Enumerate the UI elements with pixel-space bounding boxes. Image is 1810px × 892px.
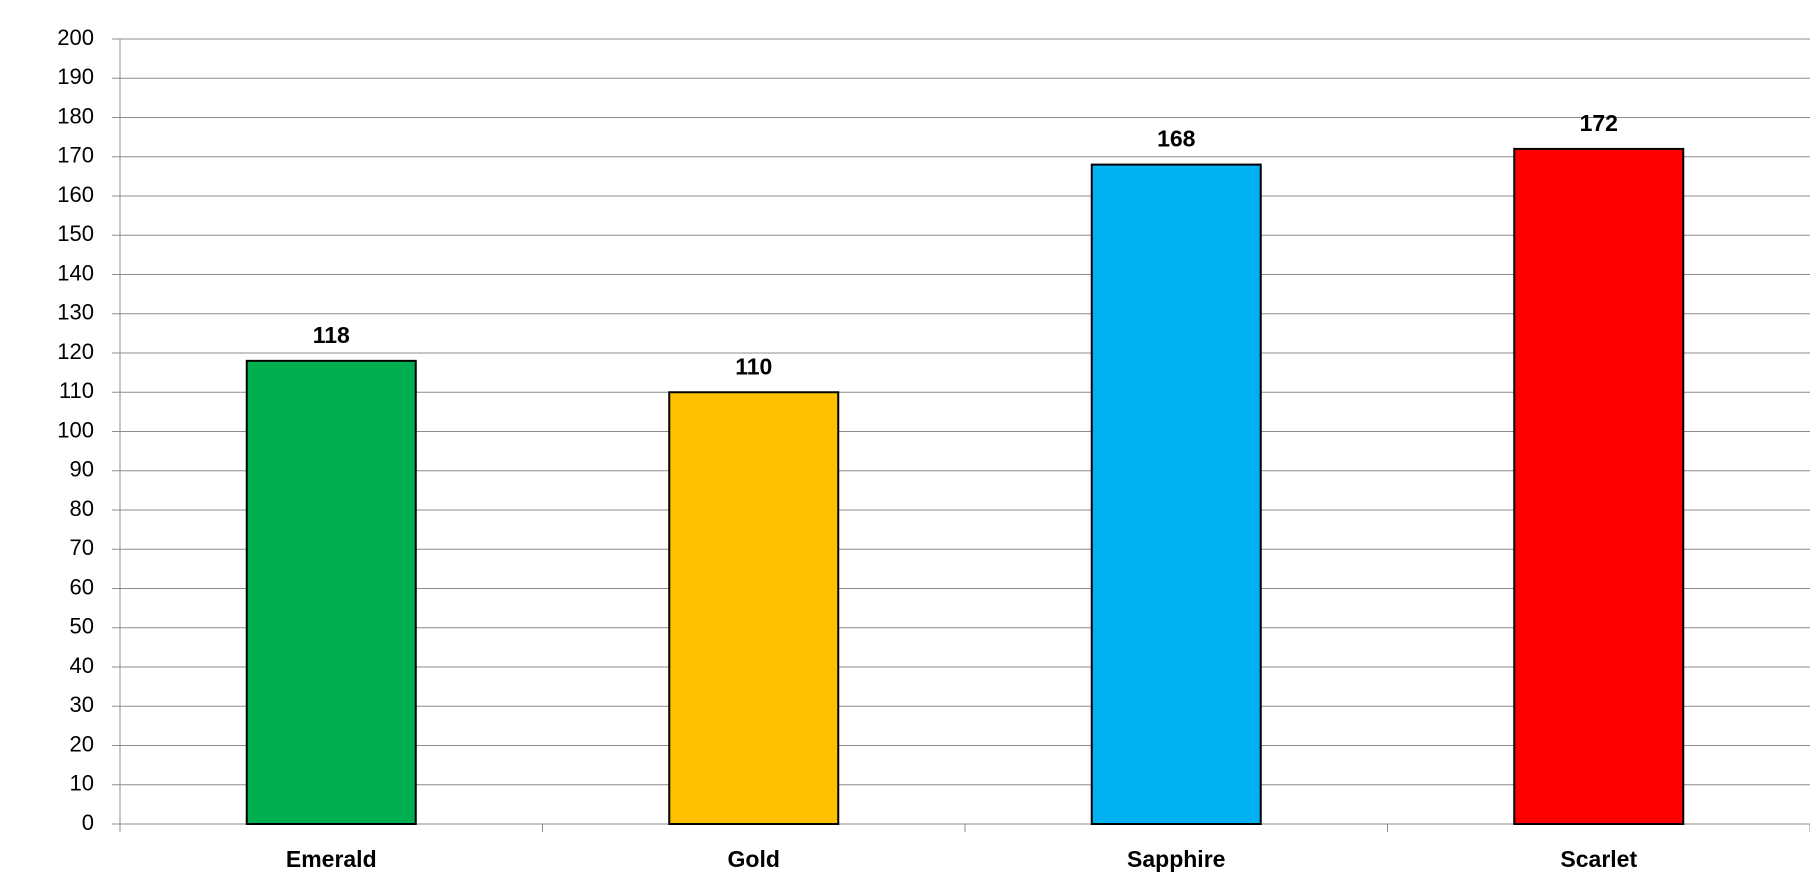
y-tick-label: 150 — [57, 221, 94, 246]
bar — [668, 391, 840, 825]
x-tick-label: Gold — [728, 846, 780, 872]
y-tick-label: 190 — [57, 64, 94, 89]
y-tick-label: 50 — [70, 614, 94, 639]
x-tick-label: Emerald — [286, 846, 377, 872]
data-label: 168 — [1157, 126, 1196, 152]
bar — [1513, 147, 1685, 825]
y-tick-label: 180 — [57, 103, 94, 128]
data-label: 110 — [735, 353, 772, 379]
y-tick-label: 200 — [57, 25, 94, 50]
y-tick-label: 80 — [70, 496, 94, 521]
y-tick-label: 120 — [57, 339, 94, 364]
y-tick-label: 20 — [70, 731, 94, 756]
y-tick-label: 100 — [57, 417, 94, 442]
y-tick-label: 60 — [70, 574, 94, 599]
y-tick-label: 110 — [59, 378, 94, 403]
y-tick-label: 130 — [57, 300, 94, 325]
y-tick-label: 30 — [70, 692, 94, 717]
y-tick-label: 140 — [57, 260, 94, 285]
y-tick-label: 90 — [70, 457, 94, 482]
y-tick-label: 70 — [70, 535, 94, 560]
data-label: 172 — [1580, 110, 1618, 136]
bar — [245, 359, 417, 825]
x-tick-label: Scarlet — [1560, 846, 1637, 872]
y-tick-label: 40 — [70, 653, 94, 678]
y-tick-label: 0 — [82, 810, 94, 835]
y-tick-label: 170 — [57, 143, 94, 168]
bar — [1090, 163, 1262, 826]
y-tick-label: 160 — [57, 182, 94, 207]
y-tick-label: 10 — [70, 771, 94, 796]
x-tick-label: Sapphire — [1127, 846, 1225, 872]
data-label: 118 — [313, 322, 350, 348]
